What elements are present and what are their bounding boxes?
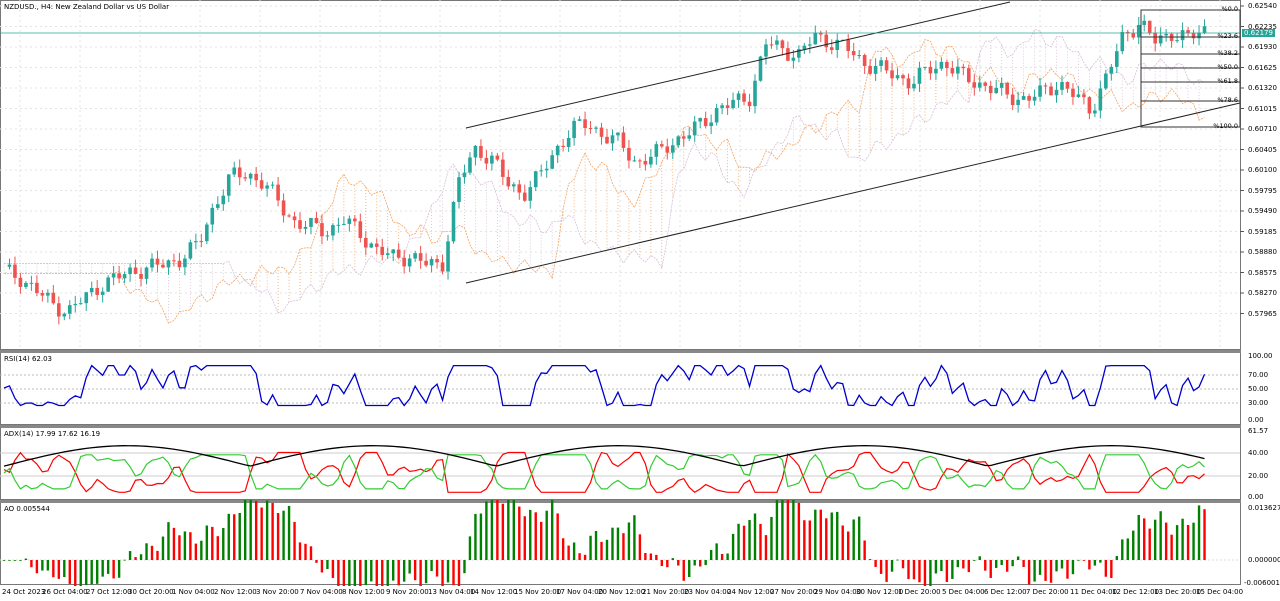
price-axis-label: 0.58270 xyxy=(1248,289,1277,297)
time-axis-label: 13 Nov 04:00 xyxy=(428,588,476,596)
time-axis-label: 20 Nov 12:00 xyxy=(598,588,646,596)
time-axis-label: 3 Nov 20:00 xyxy=(256,588,299,596)
adx-axis-20: 20.00 xyxy=(1248,472,1269,480)
rsi-line xyxy=(3,364,1206,407)
fib-level-label: %23.6 xyxy=(1217,32,1238,40)
price-axis-label: 0.62235 xyxy=(1248,22,1277,31)
ao-title: AO 0.005544 xyxy=(4,505,50,513)
time-axis-label: 23 Nov 04:00 xyxy=(684,588,732,596)
chart-title: NZDUSD., H4: New Zealand Dollar vs US Do… xyxy=(4,3,170,11)
time-axis-label: 13 Dec 20:00 xyxy=(1154,588,1202,596)
time-axis-label: 26 Oct 04:00 xyxy=(42,588,88,596)
current-price-tag: 0.62179 xyxy=(1242,29,1275,37)
price-axis-label: 0.59795 xyxy=(1248,186,1277,195)
time-axis-label: 7 Dec 20:00 xyxy=(1026,588,1069,596)
price-axis-label: 0.60100 xyxy=(1248,166,1277,174)
rsi-axis-30: 30.00 xyxy=(1248,399,1269,407)
price-axis-label: 0.57965 xyxy=(1248,309,1277,318)
price-axis-label: 0.58575 xyxy=(1248,268,1277,277)
time-axis-label: 14 Nov 12:00 xyxy=(470,588,518,596)
price-axis-label: 0.61930 xyxy=(1248,43,1277,51)
time-axis-label: 24 Nov 12:00 xyxy=(727,588,775,596)
time-axis-label: 8 Nov 12:00 xyxy=(342,588,385,596)
rsi-axis-0: 0.00 xyxy=(1248,416,1264,424)
fibonacci-retracement xyxy=(1140,9,1241,128)
adx-axis-max: 61.57 xyxy=(1248,427,1269,435)
rsi-chart[interactable] xyxy=(0,350,1280,426)
time-axis-label: 17 Nov 04:00 xyxy=(556,588,604,596)
time-axis-label: 24 Oct 2023 xyxy=(2,588,46,596)
price-axis-label: 0.60710 xyxy=(1248,125,1277,133)
fib-level-label: %100.0 xyxy=(1213,122,1238,130)
time-axis-label: 6 Dec 12:00 xyxy=(984,588,1027,596)
time-axis-label: 30 Nov 12:00 xyxy=(856,588,904,596)
price-chart[interactable] xyxy=(0,0,1280,350)
ao-pane[interactable]: AO 0.005544 0.013627 0.000000 -0.006001 xyxy=(0,500,1280,587)
price-axis-label: 0.61015 xyxy=(1248,104,1277,113)
time-axis-label: 11 Dec 04:00 xyxy=(1070,588,1118,596)
minus-di-line xyxy=(3,451,1205,494)
rsi-pane[interactable]: RSI(14) 62.03 100.00 70.00 50.00 30.00 0… xyxy=(0,350,1280,426)
main-price-pane[interactable]: NZDUSD., H4: New Zealand Dollar vs US Do… xyxy=(0,0,1280,350)
time-axis-label: 30 Oct 20:00 xyxy=(128,588,174,596)
adx-axis-40: 40.00 xyxy=(1248,449,1269,457)
price-axis-label: 0.58880 xyxy=(1248,248,1277,256)
time-axis-label: 27 Oct 12:00 xyxy=(86,588,132,596)
channel-lower-line xyxy=(465,102,1241,284)
time-axis-label: 5 Dec 04:00 xyxy=(942,588,985,596)
time-axis-label: 2 Nov 12:00 xyxy=(214,588,257,596)
fib-level-label: %0.0 xyxy=(1221,5,1238,13)
ao-histogram xyxy=(2,500,1206,586)
price-axis-label: 0.61625 xyxy=(1248,63,1277,72)
fib-level-label: %38.2 xyxy=(1217,49,1238,57)
rsi-title: RSI(14) 62.03 xyxy=(4,355,53,363)
fib-level-label: %78.6 xyxy=(1217,96,1238,104)
price-axis-label: 0.61320 xyxy=(1248,84,1277,92)
price-axis-label: 0.59490 xyxy=(1248,207,1277,215)
time-axis-label: 27 Nov 20:00 xyxy=(770,588,818,596)
time-axis-label: 9 Nov 20:00 xyxy=(386,588,429,596)
price-axis-label: 0.62540 xyxy=(1248,2,1277,10)
ao-axis-min: -0.006001 xyxy=(1244,579,1280,587)
time-axis-label: 1 Nov 04:00 xyxy=(172,588,215,596)
ao-chart[interactable] xyxy=(0,500,1280,586)
adx-axis-0: 0.00 xyxy=(1248,493,1264,501)
time-axis-label: 12 Dec 12:00 xyxy=(1112,588,1160,596)
price-axis-label: 0.60405 xyxy=(1248,145,1277,154)
ao-axis-max: 0.013627 xyxy=(1248,504,1280,512)
time-axis-label: 1 Dec 20:00 xyxy=(898,588,941,596)
adx-title: ADX(14) 17.99 17.62 16.19 xyxy=(4,430,101,438)
adx-chart[interactable] xyxy=(0,425,1280,502)
ao-axis-zero: 0.000000 xyxy=(1248,556,1280,564)
time-axis-label: 29 Nov 04:00 xyxy=(814,588,862,596)
rsi-axis-50: 50.00 xyxy=(1248,385,1269,393)
fib-level-label: %61.8 xyxy=(1217,77,1238,85)
price-axis-label: 0.59185 xyxy=(1248,227,1277,236)
time-axis-label: 7 Nov 04:00 xyxy=(300,588,343,596)
fib-level-label: %50.0 xyxy=(1217,63,1238,71)
adx-pane[interactable]: ADX(14) 17.99 17.62 16.19 61.57 40.00 20… xyxy=(0,425,1280,502)
channel-upper-line xyxy=(465,1,1011,129)
time-axis-label: 15 Dec 04:00 xyxy=(1196,588,1244,596)
time-axis-label: 15 Nov 20:00 xyxy=(514,588,562,596)
rsi-axis-70: 70.00 xyxy=(1248,371,1269,379)
rsi-axis-100: 100.00 xyxy=(1248,352,1273,360)
time-axis-label: 21 Nov 20:00 xyxy=(642,588,690,596)
adx-line xyxy=(3,445,1205,467)
